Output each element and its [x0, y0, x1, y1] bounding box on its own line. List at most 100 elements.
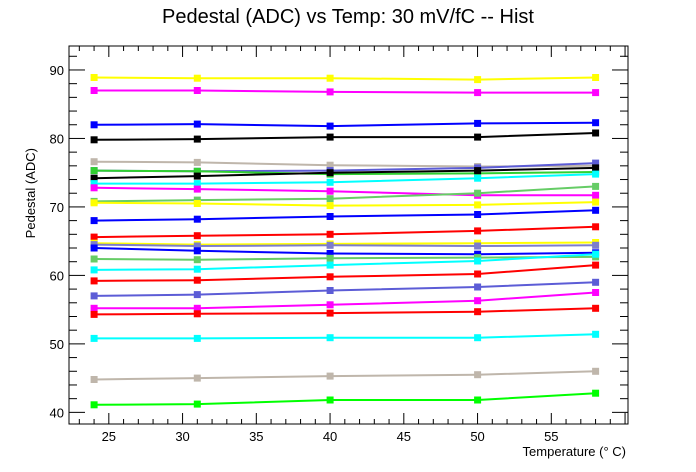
data-point — [326, 301, 334, 309]
data-point — [592, 191, 600, 199]
data-point — [326, 250, 334, 257]
data-point — [90, 158, 98, 166]
data-point — [90, 244, 98, 252]
data-point — [326, 122, 334, 130]
series-line-13 — [94, 225, 596, 239]
data-point — [474, 167, 482, 175]
data-point — [193, 276, 201, 284]
data-point — [90, 167, 98, 175]
data-point — [193, 334, 201, 342]
data-point — [193, 180, 201, 188]
data-point — [90, 233, 98, 241]
y-axis-label: Pedestal (ADC) — [23, 148, 38, 238]
data-point — [90, 310, 98, 318]
x-tick-label: 50 — [470, 429, 484, 444]
data-point — [193, 265, 201, 273]
y-tick-label: 60 — [50, 268, 64, 283]
data-point — [90, 87, 98, 94]
data-point — [326, 230, 334, 238]
data-point — [592, 241, 600, 249]
data-point — [193, 304, 201, 312]
x-axis-label: Temperature (° C) — [523, 444, 626, 459]
data-point — [193, 87, 201, 94]
y-tick-label: 70 — [50, 200, 64, 215]
data-point — [326, 161, 334, 169]
series-line-12 — [94, 209, 596, 222]
data-point — [326, 396, 334, 404]
data-point — [90, 266, 98, 274]
data-point — [193, 232, 201, 240]
x-tick-label: 45 — [397, 429, 411, 444]
data-point — [193, 120, 201, 128]
data-point — [326, 202, 334, 210]
data-point — [90, 217, 98, 225]
x-tick-label: 35 — [249, 429, 263, 444]
y-tick-label: 50 — [50, 337, 64, 352]
data-point — [326, 334, 334, 342]
data-point — [90, 334, 98, 342]
data-point — [474, 283, 482, 291]
data-point — [474, 270, 482, 278]
data-point — [474, 297, 482, 305]
data-point — [474, 89, 482, 97]
series-line-0 — [94, 76, 596, 81]
chart-title: Pedestal (ADC) vs Temp: 30 mV/fC -- Hist — [162, 6, 534, 28]
series-line-1 — [94, 89, 596, 94]
data-point — [592, 89, 600, 97]
data-point — [592, 129, 600, 137]
series-line-23 — [94, 333, 596, 340]
data-point — [326, 309, 334, 317]
series-line-15 — [94, 243, 596, 248]
data-point — [326, 241, 334, 249]
data-point — [592, 170, 600, 178]
data-point — [474, 308, 482, 316]
data-point — [326, 187, 334, 195]
data-point — [592, 250, 600, 258]
data-point — [592, 119, 600, 127]
data-point — [592, 261, 600, 269]
data-point — [474, 189, 482, 197]
data-point — [90, 199, 98, 207]
data-point — [592, 367, 600, 375]
data-point — [326, 178, 334, 186]
data-point — [474, 119, 482, 127]
series-line-19 — [94, 264, 596, 282]
data-point — [474, 371, 482, 379]
data-point — [90, 136, 98, 144]
data-point — [90, 376, 98, 383]
data-point — [326, 213, 334, 220]
data-point — [474, 242, 482, 250]
data-point — [90, 292, 98, 300]
data-point — [193, 158, 201, 166]
y-tick-label: 90 — [50, 63, 64, 78]
data-point — [193, 242, 201, 250]
series-line-2 — [94, 121, 596, 128]
data-point — [193, 310, 201, 318]
data-point — [193, 400, 201, 408]
data-point — [193, 172, 201, 180]
data-point — [474, 257, 482, 265]
data-point — [193, 215, 201, 223]
data-point — [592, 330, 600, 338]
data-point — [90, 121, 98, 129]
data-point — [90, 304, 98, 312]
data-point — [90, 401, 98, 409]
data-point — [193, 374, 201, 382]
x-tick-label: 55 — [544, 429, 558, 444]
ticks: 25 30 35 40 45 50 55 40 50 60 70 80 90 — [50, 46, 628, 444]
data-point — [193, 185, 201, 193]
data-point — [592, 389, 600, 397]
data-point — [326, 372, 334, 380]
data-point — [592, 289, 600, 296]
x-tick-label: 30 — [175, 429, 189, 444]
data-point — [474, 201, 482, 209]
data-point — [90, 174, 98, 182]
data-point — [474, 227, 482, 235]
data-point — [326, 195, 334, 203]
data-point — [326, 287, 334, 294]
data-point — [193, 167, 201, 175]
data-point — [193, 247, 201, 255]
data-point — [474, 133, 482, 141]
data-point — [592, 206, 600, 214]
